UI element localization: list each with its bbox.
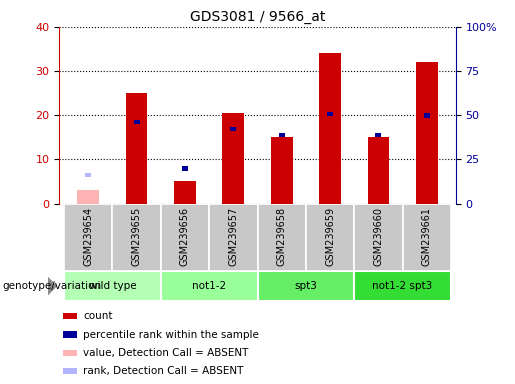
Text: spt3: spt3: [295, 281, 317, 291]
Text: genotype/variation: genotype/variation: [3, 281, 101, 291]
Bar: [77, 190, 99, 204]
Text: GDS3081 / 9566_at: GDS3081 / 9566_at: [190, 10, 325, 23]
Text: GSM239656: GSM239656: [180, 207, 190, 266]
Bar: [375, 133, 381, 137]
Bar: [174, 182, 196, 204]
Bar: [63, 331, 77, 338]
Text: GSM239657: GSM239657: [228, 207, 238, 266]
Bar: [63, 368, 77, 374]
Bar: [416, 62, 438, 204]
Bar: [161, 204, 209, 271]
Bar: [209, 204, 258, 271]
Text: GSM239661: GSM239661: [422, 207, 432, 266]
Text: value, Detection Call = ABSENT: value, Detection Call = ABSENT: [83, 348, 248, 358]
Bar: [85, 173, 91, 177]
Bar: [368, 137, 389, 204]
Polygon shape: [48, 276, 57, 296]
Text: wild type: wild type: [89, 281, 136, 291]
Bar: [126, 93, 147, 204]
Bar: [279, 133, 285, 137]
Bar: [327, 112, 333, 116]
Bar: [354, 204, 403, 271]
Bar: [222, 113, 244, 204]
Text: not1-2 spt3: not1-2 spt3: [372, 281, 433, 291]
Bar: [63, 350, 77, 356]
Bar: [258, 204, 306, 271]
Text: GSM239654: GSM239654: [83, 207, 93, 266]
Bar: [354, 271, 451, 301]
Text: GSM239659: GSM239659: [325, 207, 335, 266]
Bar: [403, 204, 451, 271]
Bar: [64, 204, 112, 271]
Bar: [230, 127, 236, 131]
Bar: [161, 271, 258, 301]
Text: count: count: [83, 311, 112, 321]
Bar: [64, 271, 161, 301]
Bar: [112, 204, 161, 271]
Bar: [63, 313, 77, 319]
Bar: [182, 166, 188, 171]
Text: rank, Detection Call = ABSENT: rank, Detection Call = ABSENT: [83, 366, 244, 376]
Bar: [306, 204, 354, 271]
Text: GSM239658: GSM239658: [277, 207, 287, 266]
Text: not1-2: not1-2: [192, 281, 226, 291]
Bar: [424, 113, 430, 118]
Text: GSM239660: GSM239660: [373, 207, 383, 266]
Bar: [319, 53, 341, 204]
Text: GSM239655: GSM239655: [132, 207, 142, 266]
Text: percentile rank within the sample: percentile rank within the sample: [83, 329, 259, 339]
Bar: [134, 120, 140, 124]
Bar: [271, 137, 293, 204]
Bar: [258, 271, 354, 301]
